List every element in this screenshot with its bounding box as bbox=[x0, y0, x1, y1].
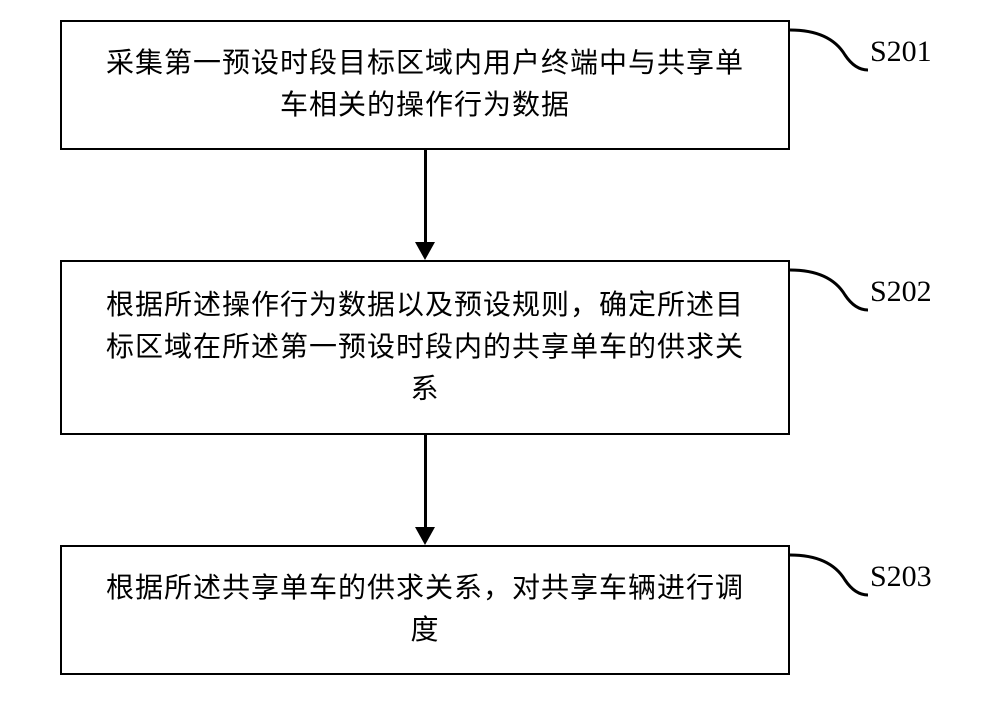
flowchart-step-box: 根据所述操作行为数据以及预设规则，确定所述目标区域在所述第一预设时段内的共享单车… bbox=[60, 260, 790, 435]
connector-curve bbox=[790, 260, 890, 320]
connector-curve bbox=[790, 20, 890, 80]
flowchart-arrow-head bbox=[415, 527, 435, 545]
flowchart-step-text: 采集第一预设时段目标区域内用户终端中与共享单车相关的操作行为数据 bbox=[102, 43, 748, 127]
flowchart-step-box: 采集第一预设时段目标区域内用户终端中与共享单车相关的操作行为数据 bbox=[60, 20, 790, 150]
flowchart-step-text: 根据所述共享单车的供求关系，对共享车辆进行调度 bbox=[102, 568, 748, 652]
flowchart-arrow-line bbox=[424, 435, 427, 529]
flowchart-arrow-head bbox=[415, 242, 435, 260]
flowchart-arrow-line bbox=[424, 150, 427, 244]
flowchart-step-text: 根据所述操作行为数据以及预设规则，确定所述目标区域在所述第一预设时段内的共享单车… bbox=[102, 285, 748, 411]
flowchart-step-box: 根据所述共享单车的供求关系，对共享车辆进行调度 bbox=[60, 545, 790, 675]
connector-curve bbox=[790, 545, 890, 605]
